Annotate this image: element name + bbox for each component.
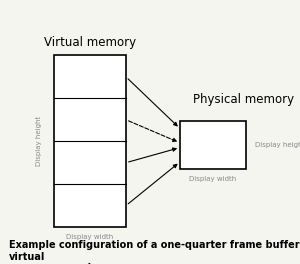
Text: Physical memory: Physical memory xyxy=(193,93,294,106)
Bar xyxy=(54,55,126,227)
Bar xyxy=(180,121,246,169)
Text: Display height: Display height xyxy=(36,116,42,166)
Text: Virtual memory: Virtual memory xyxy=(44,36,136,49)
Text: Display height / 4: Display height / 4 xyxy=(255,142,300,148)
Text: Display width: Display width xyxy=(66,234,114,240)
Text: Display width: Display width xyxy=(189,176,237,182)
Text: Example configuration of a one-quarter frame buffer virtual
memory mapping: Example configuration of a one-quarter f… xyxy=(9,240,300,264)
